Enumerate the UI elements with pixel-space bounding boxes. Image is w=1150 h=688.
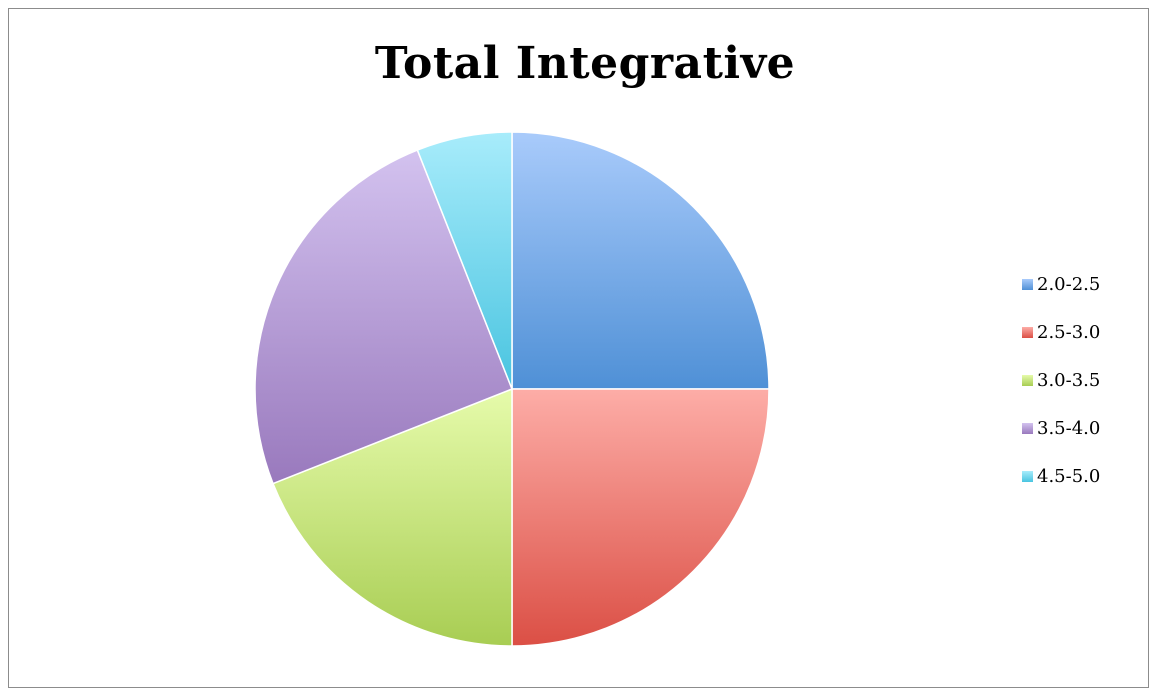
legend-item: 2.5-3.0 (1022, 320, 1100, 344)
legend-item: 2.0-2.5 (1022, 272, 1100, 296)
legend-label: 3.0-3.5 (1037, 369, 1101, 391)
legend-label: 2.5-3.0 (1037, 321, 1101, 343)
legend-item: 4.5-5.0 (1022, 464, 1100, 488)
legend: 2.0-2.5 2.5-3.0 3.0-3.5 3.5-4.0 4.5-5.0 (1022, 272, 1100, 512)
legend-swatch (1022, 470, 1033, 482)
pie-slice-2.0-2.5 (511, 131, 770, 390)
legend-item: 3.5-4.0 (1022, 416, 1100, 440)
chart-title: Total Integrative (374, 38, 796, 89)
legend-label: 2.0-2.5 (1037, 273, 1101, 295)
legend-swatch (1022, 326, 1033, 338)
legend-label: 3.5-4.0 (1037, 417, 1101, 439)
pie-slice-3.5-4.0 (254, 149, 513, 485)
pie-slice-3.0-3.5 (272, 388, 513, 647)
legend-item: 3.0-3.5 (1022, 368, 1100, 392)
legend-swatch (1022, 422, 1033, 434)
pie-slice-2.5-3.0 (511, 388, 770, 647)
pie-slice-4.5-5.0 (416, 131, 513, 390)
legend-swatch (1022, 374, 1033, 386)
legend-swatch (1022, 278, 1033, 290)
legend-label: 4.5-5.0 (1037, 465, 1101, 487)
